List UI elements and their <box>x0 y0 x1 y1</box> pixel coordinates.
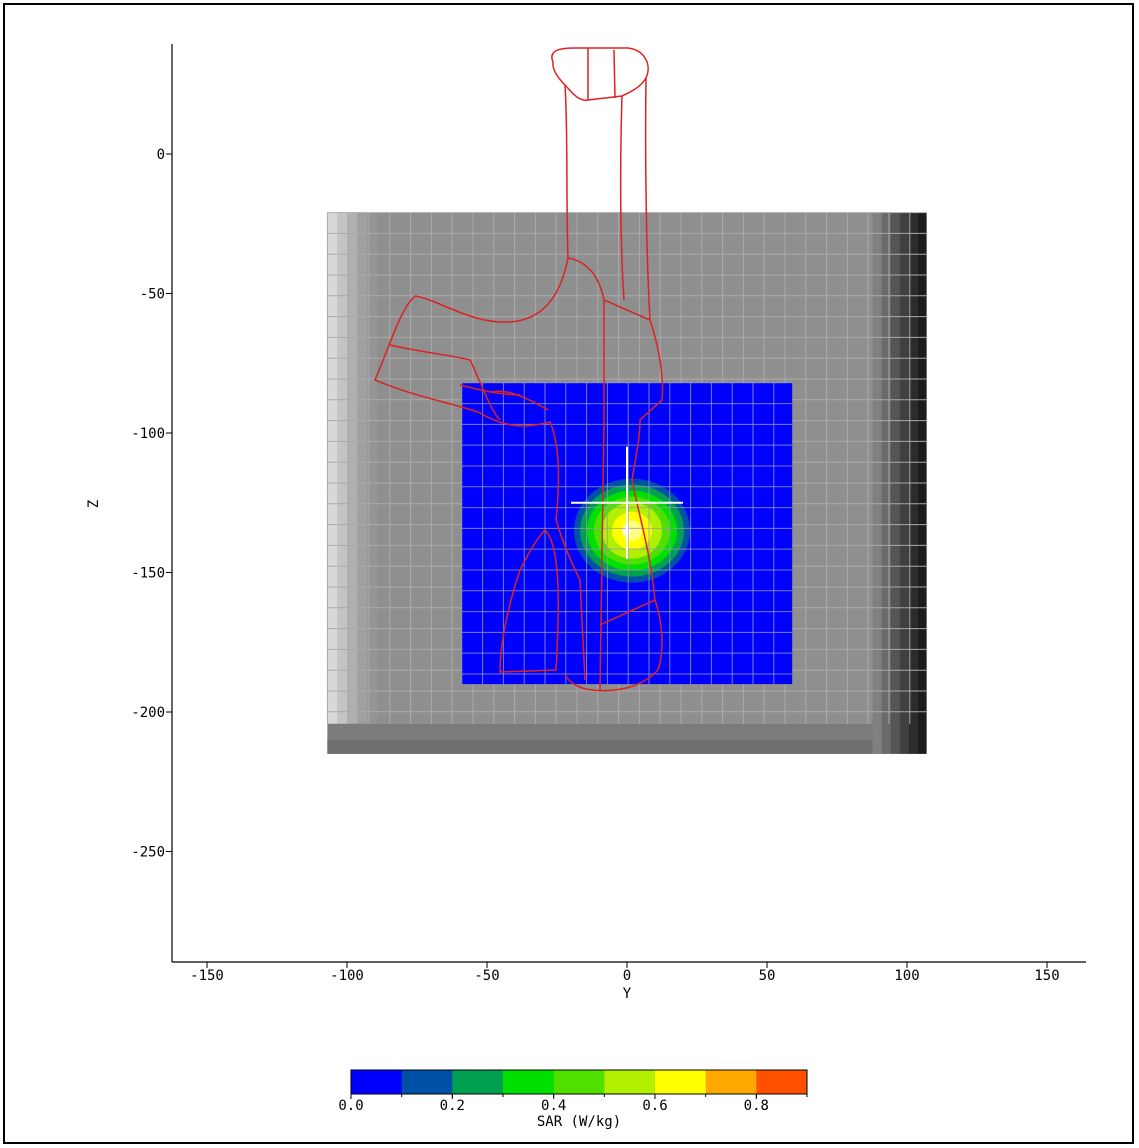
colorbar-tick-label: 0.8 <box>744 1098 769 1114</box>
outline-contour <box>374 295 479 413</box>
x-axis-label: Y <box>623 986 632 1002</box>
outline-contour <box>555 519 586 681</box>
colorbar-segment <box>604 1070 656 1094</box>
y-tick-label: -200 <box>131 705 165 721</box>
colorbar: 0.0 0.2 0.4 0.6 0.8 SAR (W/kg) <box>338 1069 808 1130</box>
sar-hotspot <box>574 478 690 583</box>
colorbar-tick-label: 0.0 <box>338 1098 363 1114</box>
outline-contour <box>644 77 651 321</box>
phantom-band <box>367 212 378 724</box>
colorbar-segment <box>503 1070 555 1094</box>
axes: -150 -100 -50 0 50 100 150 0 -50 -100 -150 -200 -250… <box>86 44 1086 1002</box>
outline-contour <box>499 528 559 673</box>
colorbar-segment <box>401 1070 453 1094</box>
y-axis-label: Z <box>86 500 102 508</box>
phantom-band <box>347 212 358 724</box>
colorbar-segment <box>756 1070 808 1094</box>
colorbar-tick-label: 0.4 <box>541 1098 566 1114</box>
colorbar-label: SAR (W/kg) <box>537 1114 621 1130</box>
x-tick-label: 150 <box>1034 968 1059 984</box>
colorbar-border <box>350 1069 808 1095</box>
outline-contour <box>414 257 569 323</box>
y-tick-label: -150 <box>131 566 165 582</box>
outline-contour <box>389 344 501 421</box>
y-tick-label: -50 <box>140 287 165 303</box>
x-tick-label: -100 <box>330 968 364 984</box>
colorbar-segment <box>553 1070 605 1094</box>
phantom-band <box>327 739 873 754</box>
colorbar-segment <box>452 1070 504 1094</box>
x-tick-label: -150 <box>190 968 224 984</box>
y-tick-label: -100 <box>131 426 165 442</box>
colorbar-tick-label: 0.6 <box>642 1098 667 1114</box>
outline-contour <box>489 390 549 411</box>
outline-contour <box>551 47 649 101</box>
phantom-band <box>337 212 348 724</box>
outline-contour <box>619 95 625 301</box>
x-tick-label: 100 <box>894 968 919 984</box>
phantom-band <box>357 212 368 724</box>
y-tick-label: -250 <box>131 845 165 861</box>
colorbar-segment <box>351 1070 403 1094</box>
colorbar-tick-label: 0.2 <box>440 1098 465 1114</box>
outline-contour <box>613 49 616 99</box>
x-tick-label: 0 <box>623 968 631 984</box>
outline-contour <box>599 479 656 626</box>
outline-contour <box>564 84 569 259</box>
phantom-band <box>327 212 338 724</box>
outline-contour <box>477 411 560 521</box>
outline-contour <box>567 257 651 321</box>
outline-contour <box>599 300 605 691</box>
x-tick-label: 50 <box>759 968 776 984</box>
crosshair-marker <box>571 446 683 559</box>
colorbar-segment <box>655 1070 707 1094</box>
y-tick-label: 0 <box>157 147 165 163</box>
x-tick-label: -50 <box>474 968 499 984</box>
anatomy-outline <box>374 47 664 692</box>
colorbar-segment <box>705 1070 757 1094</box>
outline-contour <box>564 599 663 692</box>
outline-contour <box>631 319 664 481</box>
